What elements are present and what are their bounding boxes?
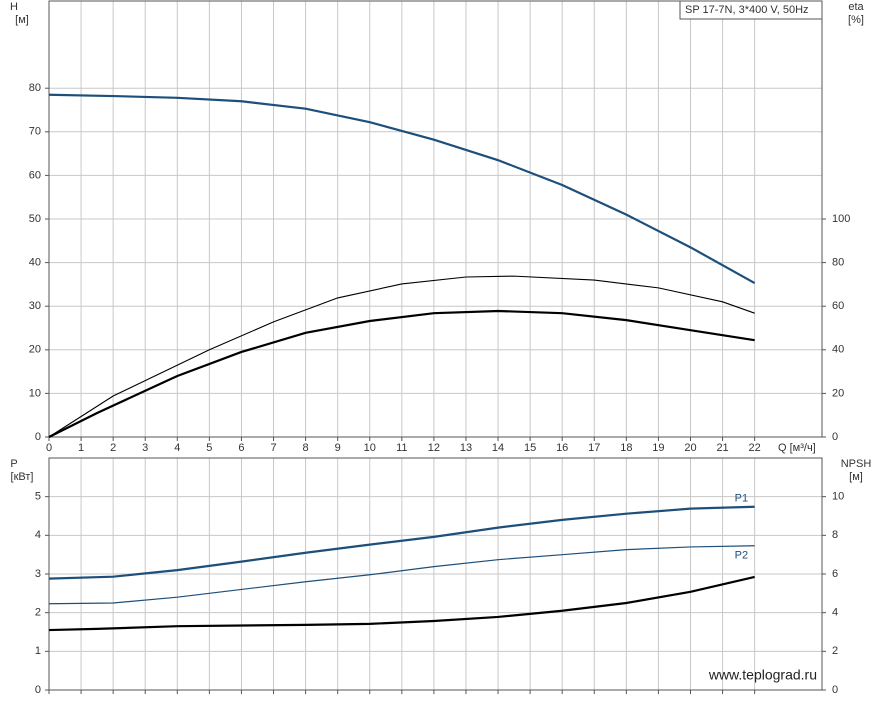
y-tick-label: 50 bbox=[29, 213, 41, 225]
x-tick-label: 6 bbox=[238, 442, 244, 454]
x-tick-label: 0 bbox=[46, 442, 52, 454]
x-axis-label: Q [м³/ч] bbox=[778, 442, 816, 454]
y2-tick-label: 10 bbox=[832, 491, 844, 503]
y2-tick-label: 40 bbox=[832, 344, 844, 356]
y-tick-label: 3 bbox=[35, 568, 41, 580]
x-tick-label: 17 bbox=[588, 442, 600, 454]
x-tick-label: 1 bbox=[78, 442, 84, 454]
y-axis-unit: [м] bbox=[15, 14, 29, 26]
x-tick-label: 22 bbox=[749, 442, 761, 454]
x-tick-label: 11 bbox=[396, 442, 407, 454]
x-tick-label: 19 bbox=[652, 442, 664, 454]
y2-axis-unit: [м] bbox=[849, 471, 863, 483]
curve bbox=[48, 309, 755, 438]
chart-title: SP 17-7N, 3*400 V, 50Hz bbox=[685, 4, 809, 16]
curve-label: P2 bbox=[735, 550, 748, 562]
y-tick-label: 1 bbox=[35, 645, 41, 657]
y2-axis-unit: [%] bbox=[848, 14, 864, 26]
y-axis-label: H bbox=[10, 1, 18, 13]
y2-axis-label: eta bbox=[848, 1, 864, 13]
y-tick-label: 70 bbox=[29, 126, 41, 138]
watermark: www.teplograd.ru bbox=[708, 667, 817, 683]
y-axis-unit: [кВт] bbox=[11, 471, 34, 483]
y-tick-label: 0 bbox=[35, 684, 41, 696]
curve bbox=[48, 575, 755, 632]
y2-tick-label: 4 bbox=[832, 607, 838, 619]
curve bbox=[48, 505, 755, 580]
x-tick-label: 4 bbox=[174, 442, 180, 454]
y2-tick-label: 60 bbox=[832, 300, 844, 312]
y2-tick-label: 0 bbox=[832, 684, 838, 696]
y-tick-label: 0 bbox=[35, 431, 41, 443]
y2-tick-label: 6 bbox=[832, 568, 838, 580]
x-tick-label: 2 bbox=[110, 442, 116, 454]
y-tick-label: 4 bbox=[35, 529, 41, 541]
x-tick-label: 21 bbox=[716, 442, 728, 454]
x-tick-label: 20 bbox=[684, 442, 696, 454]
y-tick-label: 30 bbox=[29, 300, 41, 312]
y2-tick-label: 80 bbox=[832, 257, 844, 269]
x-tick-label: 14 bbox=[492, 442, 504, 454]
x-tick-label: 12 bbox=[428, 442, 440, 454]
x-tick-label: 5 bbox=[206, 442, 212, 454]
curve bbox=[48, 93, 756, 285]
y-tick-label: 20 bbox=[29, 344, 41, 356]
x-tick-label: 8 bbox=[303, 442, 309, 454]
y2-tick-label: 8 bbox=[832, 529, 838, 541]
y2-tick-label: 20 bbox=[832, 387, 844, 399]
plot-frame bbox=[48, 457, 823, 691]
curve bbox=[48, 275, 755, 438]
y2-axis-label: NPSH bbox=[841, 458, 872, 470]
x-tick-label: 3 bbox=[142, 442, 148, 454]
curve-label: P1 bbox=[735, 493, 748, 505]
y-tick-label: 60 bbox=[29, 169, 41, 181]
y-tick-label: 5 bbox=[35, 491, 41, 503]
y-axis-label: P bbox=[10, 458, 17, 470]
x-tick-label: 7 bbox=[270, 442, 276, 454]
y-tick-label: 40 bbox=[29, 257, 41, 269]
y-tick-label: 2 bbox=[35, 607, 41, 619]
y-tick-label: 80 bbox=[29, 82, 41, 94]
y2-tick-label: 100 bbox=[832, 213, 850, 225]
y2-tick-label: 0 bbox=[832, 431, 838, 443]
y2-tick-label: 2 bbox=[832, 645, 838, 657]
x-tick-label: 16 bbox=[556, 442, 568, 454]
curve bbox=[48, 545, 755, 605]
y-tick-label: 10 bbox=[29, 387, 41, 399]
x-tick-label: 15 bbox=[524, 442, 536, 454]
x-tick-label: 10 bbox=[364, 442, 376, 454]
title-box bbox=[679, 0, 823, 20]
x-tick-label: 13 bbox=[460, 442, 472, 454]
plot-frame bbox=[48, 0, 823, 438]
x-tick-label: 9 bbox=[335, 442, 341, 454]
x-tick-label: 18 bbox=[620, 442, 632, 454]
